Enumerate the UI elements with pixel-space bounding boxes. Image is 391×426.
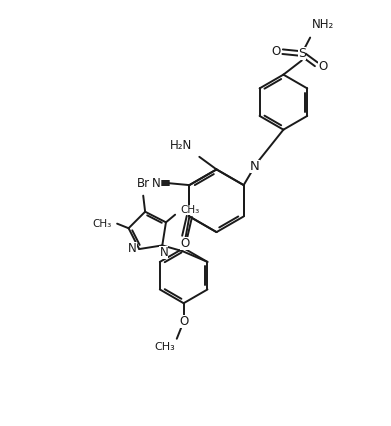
Text: N: N (160, 246, 168, 259)
Text: O: O (271, 45, 280, 58)
Text: O: O (319, 60, 328, 73)
Text: O: O (180, 237, 189, 250)
Text: N: N (152, 177, 161, 190)
Text: S: S (298, 47, 306, 60)
Text: Br: Br (136, 176, 150, 190)
Text: NH₂: NH₂ (312, 18, 334, 31)
Text: H₂N: H₂N (170, 139, 192, 152)
Text: CH₃: CH₃ (154, 342, 175, 352)
Text: CH₃: CH₃ (181, 205, 200, 215)
Text: CH₃: CH₃ (93, 219, 112, 229)
Text: O: O (179, 315, 188, 328)
Text: N: N (128, 242, 137, 255)
Text: N: N (250, 160, 260, 173)
